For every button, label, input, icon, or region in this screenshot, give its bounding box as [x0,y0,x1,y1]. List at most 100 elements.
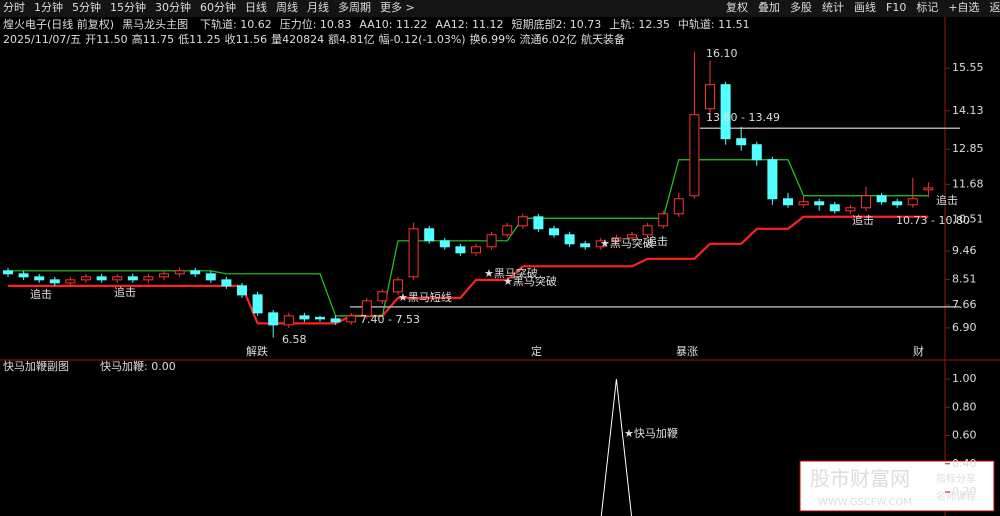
period-tab[interactable]: 分时 [3,1,25,14]
event-marker[interactable]: 暴涨 [676,345,698,358]
period-tab[interactable]: 5分钟 [72,0,101,14]
candle-body [627,234,637,239]
candle-body [377,291,388,302]
candle-body [689,114,700,197]
indicator-value: 中轨道: 11.51 [678,17,750,31]
annotation: 16.10 [706,47,738,60]
candle-body [18,273,29,278]
candle-body [3,270,13,275]
candle-body [330,318,341,323]
candle-body [642,225,653,236]
toolbar-button[interactable]: 画线 [854,0,876,14]
candle-body [580,243,591,248]
watermark-tag: 名师课程 [936,490,976,503]
y-tick-label: 1.00 [952,372,977,385]
quote-info: 额4.81亿 [328,33,375,46]
quote-info: 低11.25 [178,33,221,46]
toolbar-button[interactable]: 标记 [916,0,938,14]
candle-body [564,234,575,245]
candle-body [283,315,294,326]
candle-body [361,300,372,317]
y-tick-label: 10.51 [952,212,984,225]
sub-indicator: 快马加鞭: 0.00 [100,359,176,373]
candle-body [127,276,138,281]
candle-body [252,294,263,314]
indicator-line [8,215,929,325]
candle-body [611,237,622,242]
candle-body [783,198,793,206]
y-tick-label: 0.80 [952,400,977,413]
candle-body [34,276,45,281]
indicator-value: AA12: 11.12 [435,18,503,31]
candle-body [798,201,809,206]
indicator-value: 压力位: 10.83 [280,17,352,31]
quote-info: 开11.50 [85,33,128,46]
candle-body [736,138,747,146]
indicator-value: 短期底部2: 10.73 [512,17,602,31]
toolbar-button[interactable]: 复权 [726,0,748,14]
watermark-box [799,460,995,512]
candle-body [112,276,123,281]
period-tab[interactable]: 15分钟 [110,0,146,14]
candle-body [315,316,325,320]
toolbar-button[interactable]: 多股 [790,0,812,14]
y-tick-label: 9.46 [952,244,977,257]
event-marker[interactable]: 解跌 [246,344,268,358]
period-tab[interactable]: 周线 [276,0,298,14]
candle-body [439,240,450,248]
period-tab[interactable]: 60分钟 [200,0,236,14]
y-tick-label: 0.20 [952,485,977,498]
y-tick-label: 8.51 [952,273,977,286]
event-marker[interactable]: 财 [913,344,924,358]
candle-body [767,159,778,200]
chart-title: 黑马龙头主图 [122,18,188,31]
sub-title: 快马加鞭副图 [3,359,69,373]
period-tab[interactable]: 月线 [307,0,329,14]
y-tick-label: 0.40 [952,457,977,470]
candle-body [346,315,357,323]
candle-body [143,276,154,281]
indicator-value: 下轨道: 10.62 [200,17,272,31]
annotation: 6.58 [282,333,307,346]
y-tick-label: 12.85 [952,142,984,155]
event-marker[interactable]: 定 [531,344,542,358]
annotation: ★黑马突破 [484,266,538,280]
quote-info: 量420824 [271,33,324,46]
annotation: 追击 [936,193,958,207]
quote-info: 流通6.02亿 [520,32,578,46]
candle-body [424,228,435,242]
period-tab[interactable]: 日线 [245,0,267,14]
quote-info: 高11.75 [132,32,175,46]
candle-body [502,225,513,236]
candle-body [533,216,544,230]
annotation: ★黑马突破 [600,236,654,250]
quote-info: 收11.56 [225,32,268,46]
toolbar-button[interactable]: +自选 [948,1,979,14]
toolbar-button[interactable]: 统计 [822,1,844,14]
candle-body [595,240,606,248]
annotation: 追击 [852,213,874,227]
toolbar-button[interactable]: 叠加 [758,1,780,14]
candle-body [455,246,466,254]
period-tab[interactable]: 多周期 [338,0,371,14]
candle-body [65,279,76,284]
candle-body [829,204,840,212]
candle-body [81,276,91,281]
indicator-value: 上轨: 12.35 [609,17,670,31]
quote-info: 换6.99% [470,32,516,46]
toolbar-button[interactable]: 返回 [990,1,1000,14]
period-tab[interactable]: 1分钟 [34,0,63,14]
annotation: 13.60 - 13.49 [706,111,780,124]
toolbar-button[interactable]: F10 [886,1,906,14]
y-tick-label: 0.60 [952,429,977,442]
quote-info: 幅-0.12(-1.03%) [379,33,466,46]
candle-body [486,234,497,248]
period-tab[interactable]: 30分钟 [155,0,191,14]
period-tab[interactable]: 更多 > [380,0,415,14]
quote-info: 2025/11/07/五 [3,33,81,46]
watermark-url: WWW.GSCFW.COM [818,497,912,508]
y-tick-label: 14.13 [952,104,984,117]
candle-body [720,84,731,140]
